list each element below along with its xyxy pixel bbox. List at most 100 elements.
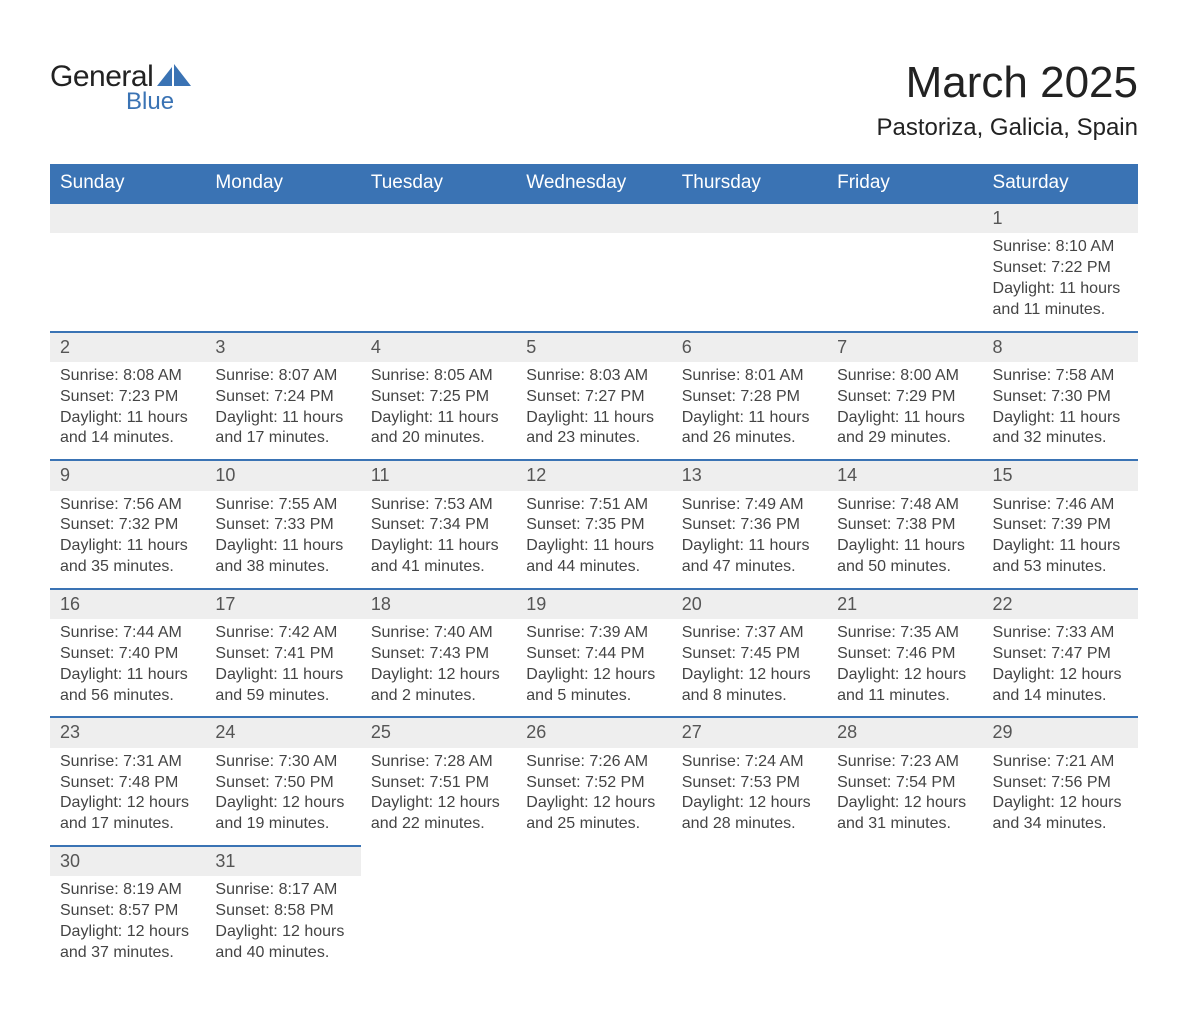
- day-number-cell: 12: [516, 460, 671, 490]
- day-d1: Daylight: 11 hours: [371, 408, 506, 429]
- day-sr: Sunrise: 7:49 AM: [682, 495, 817, 516]
- weekday-header: Sunday: [50, 164, 205, 203]
- day-number-cell: 8: [983, 332, 1138, 362]
- day-detail-cell: Sunrise: 8:03 AMSunset: 7:27 PMDaylight:…: [516, 362, 671, 460]
- day-ss: Sunset: 7:35 PM: [526, 515, 661, 536]
- day-number-cell: 15: [983, 460, 1138, 490]
- day-number-cell: [516, 203, 671, 233]
- day-sr: Sunrise: 7:33 AM: [993, 623, 1128, 644]
- day-detail-cell: Sunrise: 7:37 AMSunset: 7:45 PMDaylight:…: [672, 619, 827, 717]
- day-detail-cell: Sunrise: 8:00 AMSunset: 7:29 PMDaylight:…: [827, 362, 982, 460]
- day-number-cell: 9: [50, 460, 205, 490]
- day-d1: Daylight: 11 hours: [682, 536, 817, 557]
- day-d1: Daylight: 12 hours: [993, 793, 1128, 814]
- day-detail-cell: [516, 876, 671, 973]
- day-number-cell: 19: [516, 589, 671, 619]
- day-number-cell: [672, 846, 827, 876]
- day-number-cell: 28: [827, 717, 982, 747]
- day-detail-cell: Sunrise: 8:05 AMSunset: 7:25 PMDaylight:…: [361, 362, 516, 460]
- day-d2: and 56 minutes.: [60, 686, 195, 707]
- detail-row: Sunrise: 8:10 AMSunset: 7:22 PMDaylight:…: [50, 233, 1138, 331]
- day-ss: Sunset: 7:47 PM: [993, 644, 1128, 665]
- day-sr: Sunrise: 8:07 AM: [215, 366, 350, 387]
- day-detail-cell: [361, 876, 516, 973]
- day-d2: and 5 minutes.: [526, 686, 661, 707]
- day-number-cell: 21: [827, 589, 982, 619]
- day-d2: and 37 minutes.: [60, 943, 195, 964]
- day-d1: Daylight: 12 hours: [993, 665, 1128, 686]
- day-d1: Daylight: 11 hours: [526, 536, 661, 557]
- daynum-row: 23242526272829: [50, 717, 1138, 747]
- day-d2: and 34 minutes.: [993, 814, 1128, 835]
- day-sr: Sunrise: 8:00 AM: [837, 366, 972, 387]
- logo: General Blue: [50, 40, 191, 116]
- day-detail-cell: Sunrise: 7:39 AMSunset: 7:44 PMDaylight:…: [516, 619, 671, 717]
- day-d1: Daylight: 11 hours: [60, 536, 195, 557]
- logo-sail-icon: [157, 64, 191, 91]
- day-number-cell: 31: [205, 846, 360, 876]
- day-detail-cell: Sunrise: 7:53 AMSunset: 7:34 PMDaylight:…: [361, 491, 516, 589]
- day-ss: Sunset: 7:41 PM: [215, 644, 350, 665]
- day-detail-cell: Sunrise: 8:17 AMSunset: 8:58 PMDaylight:…: [205, 876, 360, 973]
- day-number-cell: 16: [50, 589, 205, 619]
- day-number-cell: 30: [50, 846, 205, 876]
- day-sr: Sunrise: 7:26 AM: [526, 752, 661, 773]
- day-detail-cell: Sunrise: 7:23 AMSunset: 7:54 PMDaylight:…: [827, 748, 982, 846]
- day-sr: Sunrise: 8:10 AM: [993, 237, 1128, 258]
- day-ss: Sunset: 8:57 PM: [60, 901, 195, 922]
- day-d2: and 35 minutes.: [60, 557, 195, 578]
- day-detail-cell: Sunrise: 7:46 AMSunset: 7:39 PMDaylight:…: [983, 491, 1138, 589]
- day-detail-cell: [516, 233, 671, 331]
- day-detail-cell: Sunrise: 7:48 AMSunset: 7:38 PMDaylight:…: [827, 491, 982, 589]
- day-ss: Sunset: 7:54 PM: [837, 773, 972, 794]
- day-number-cell: [361, 203, 516, 233]
- day-number-cell: 22: [983, 589, 1138, 619]
- day-d2: and 44 minutes.: [526, 557, 661, 578]
- day-ss: Sunset: 7:36 PM: [682, 515, 817, 536]
- day-detail-cell: [205, 233, 360, 331]
- day-d1: Daylight: 11 hours: [215, 665, 350, 686]
- day-number-cell: [205, 203, 360, 233]
- day-sr: Sunrise: 8:05 AM: [371, 366, 506, 387]
- day-ss: Sunset: 7:23 PM: [60, 387, 195, 408]
- daynum-row: 3031: [50, 846, 1138, 876]
- day-sr: Sunrise: 7:53 AM: [371, 495, 506, 516]
- day-sr: Sunrise: 7:30 AM: [215, 752, 350, 773]
- day-sr: Sunrise: 8:19 AM: [60, 880, 195, 901]
- day-sr: Sunrise: 7:46 AM: [993, 495, 1128, 516]
- day-ss: Sunset: 7:22 PM: [993, 258, 1128, 279]
- day-sr: Sunrise: 7:48 AM: [837, 495, 972, 516]
- day-number-cell: 18: [361, 589, 516, 619]
- detail-row: Sunrise: 7:56 AMSunset: 7:32 PMDaylight:…: [50, 491, 1138, 589]
- day-ss: Sunset: 7:56 PM: [993, 773, 1128, 794]
- day-sr: Sunrise: 7:37 AM: [682, 623, 817, 644]
- day-number-cell: 23: [50, 717, 205, 747]
- day-detail-cell: Sunrise: 7:58 AMSunset: 7:30 PMDaylight:…: [983, 362, 1138, 460]
- day-number-cell: 27: [672, 717, 827, 747]
- day-detail-cell: Sunrise: 7:30 AMSunset: 7:50 PMDaylight:…: [205, 748, 360, 846]
- day-d1: Daylight: 11 hours: [993, 279, 1128, 300]
- weekday-header-row: Sunday Monday Tuesday Wednesday Thursday…: [50, 164, 1138, 203]
- day-number-cell: 4: [361, 332, 516, 362]
- day-sr: Sunrise: 7:44 AM: [60, 623, 195, 644]
- weekday-header: Friday: [827, 164, 982, 203]
- day-number-cell: 10: [205, 460, 360, 490]
- day-d1: Daylight: 12 hours: [682, 665, 817, 686]
- day-ss: Sunset: 7:43 PM: [371, 644, 506, 665]
- day-number-cell: 2: [50, 332, 205, 362]
- day-d2: and 59 minutes.: [215, 686, 350, 707]
- day-d1: Daylight: 11 hours: [682, 408, 817, 429]
- detail-row: Sunrise: 8:19 AMSunset: 8:57 PMDaylight:…: [50, 876, 1138, 973]
- day-d1: Daylight: 11 hours: [993, 408, 1128, 429]
- day-ss: Sunset: 7:34 PM: [371, 515, 506, 536]
- day-d2: and 17 minutes.: [60, 814, 195, 835]
- day-d2: and 50 minutes.: [837, 557, 972, 578]
- day-ss: Sunset: 7:45 PM: [682, 644, 817, 665]
- day-d1: Daylight: 11 hours: [60, 408, 195, 429]
- weekday-header: Thursday: [672, 164, 827, 203]
- day-ss: Sunset: 7:28 PM: [682, 387, 817, 408]
- day-ss: Sunset: 8:58 PM: [215, 901, 350, 922]
- detail-row: Sunrise: 7:44 AMSunset: 7:40 PMDaylight:…: [50, 619, 1138, 717]
- day-number-cell: 1: [983, 203, 1138, 233]
- day-number-cell: [361, 846, 516, 876]
